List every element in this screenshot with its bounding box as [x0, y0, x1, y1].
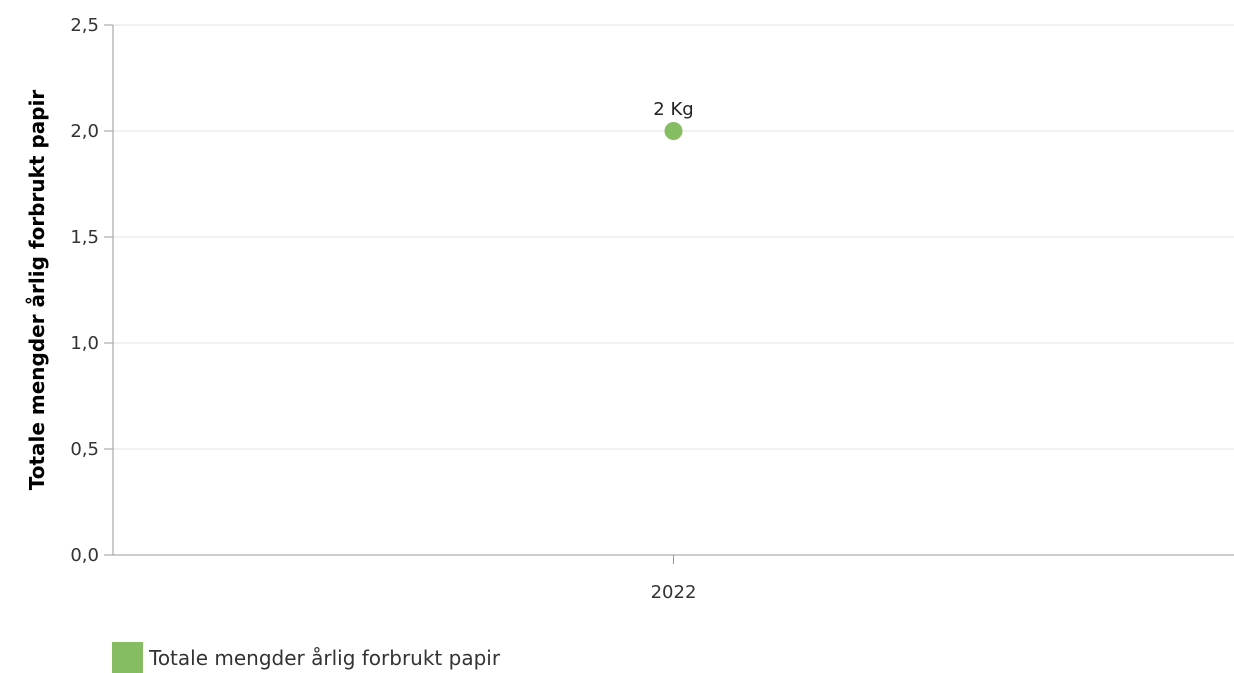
y-tick-label: 2,5 [70, 15, 99, 36]
y-tick-label: 2,0 [70, 121, 99, 142]
legend[interactable]: Totale mengder årlig forbrukt papir [112, 642, 500, 673]
x-axis-ticks: 2022 [651, 555, 697, 603]
legend-label: Totale mengder årlig forbrukt papir [149, 645, 501, 670]
y-axis-title: Totale mengder årlig forbrukt papir [25, 90, 49, 491]
data-points: 2 Kg [653, 99, 694, 140]
y-tick-label: 1,5 [70, 227, 99, 248]
x-tick-label: 2022 [651, 582, 697, 603]
data-label: 2 Kg [653, 99, 693, 120]
legend-swatch [112, 642, 143, 673]
y-axis-ticks: 0,0 0,5 1,0 1,5 2,0 2,5 [70, 15, 113, 566]
y-tick-label: 0,5 [70, 439, 99, 460]
y-tick-label: 1,0 [70, 333, 99, 354]
data-point [664, 122, 683, 140]
gridlines [113, 24, 1234, 450]
y-tick-label: 0,0 [70, 545, 99, 566]
